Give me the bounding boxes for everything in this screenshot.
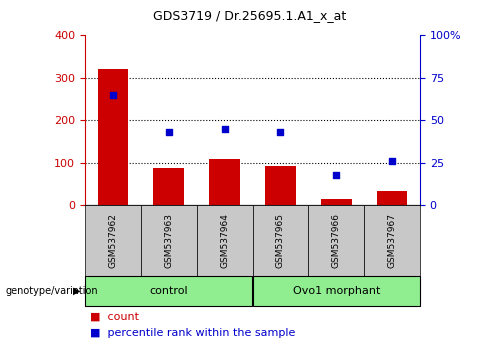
Point	[220, 126, 228, 132]
Text: GSM537962: GSM537962	[108, 213, 118, 268]
Point	[276, 130, 284, 135]
Text: GSM537967: GSM537967	[388, 213, 396, 268]
Bar	[265, 166, 296, 205]
Text: Ovo1 morphant: Ovo1 morphant	[292, 286, 380, 296]
Bar	[98, 69, 128, 205]
Point	[165, 130, 173, 135]
Bar	[321, 199, 352, 205]
Text: GSM537964: GSM537964	[220, 213, 229, 268]
Text: genotype/variation: genotype/variation	[5, 286, 98, 296]
Point	[332, 172, 340, 178]
Point	[109, 92, 117, 98]
Text: GSM537963: GSM537963	[164, 213, 173, 268]
Bar	[209, 159, 240, 205]
Text: ■  percentile rank within the sample: ■ percentile rank within the sample	[90, 328, 296, 338]
Text: GDS3719 / Dr.25695.1.A1_x_at: GDS3719 / Dr.25695.1.A1_x_at	[154, 10, 346, 22]
Text: GSM537966: GSM537966	[332, 213, 340, 268]
Text: ▶: ▶	[72, 286, 80, 296]
Bar	[154, 168, 184, 205]
Bar	[376, 191, 408, 205]
Text: GSM537965: GSM537965	[276, 213, 285, 268]
Text: ■  count: ■ count	[90, 312, 139, 322]
Text: control: control	[150, 286, 188, 296]
Point	[388, 158, 396, 164]
